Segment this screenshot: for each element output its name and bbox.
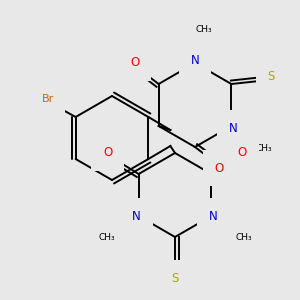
Text: O: O xyxy=(238,146,247,160)
Text: N: N xyxy=(132,209,141,223)
Text: N: N xyxy=(229,122,238,134)
Text: S: S xyxy=(268,70,275,83)
Text: O: O xyxy=(130,56,139,70)
Text: CH₃: CH₃ xyxy=(98,233,115,242)
Text: Br: Br xyxy=(41,94,54,104)
Text: N: N xyxy=(209,209,218,223)
Text: O: O xyxy=(214,161,224,175)
Text: S: S xyxy=(171,272,179,284)
Text: CH₃: CH₃ xyxy=(255,143,272,152)
Text: CH₃: CH₃ xyxy=(196,26,212,34)
Text: O: O xyxy=(103,146,112,160)
Text: N: N xyxy=(190,55,200,68)
Text: CH₃: CH₃ xyxy=(235,233,252,242)
